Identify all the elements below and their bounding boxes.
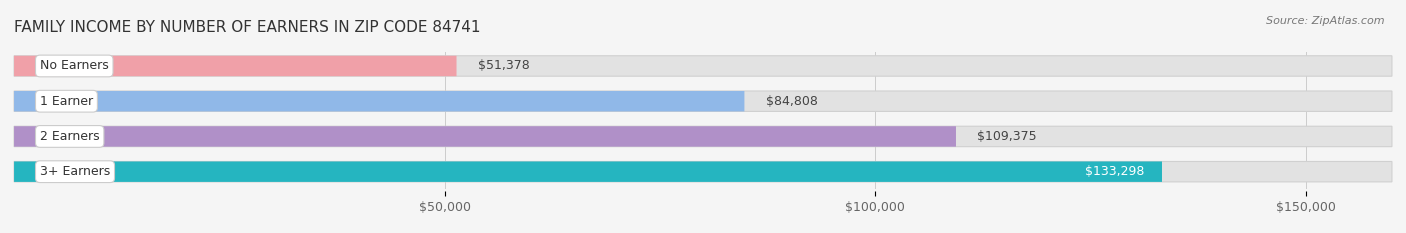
Text: Source: ZipAtlas.com: Source: ZipAtlas.com bbox=[1267, 16, 1385, 26]
FancyBboxPatch shape bbox=[14, 56, 457, 76]
FancyBboxPatch shape bbox=[14, 161, 1161, 182]
Text: $133,298: $133,298 bbox=[1085, 165, 1144, 178]
Text: $109,375: $109,375 bbox=[977, 130, 1038, 143]
Text: $84,808: $84,808 bbox=[766, 95, 818, 108]
FancyBboxPatch shape bbox=[14, 91, 744, 111]
FancyBboxPatch shape bbox=[14, 161, 1392, 182]
FancyBboxPatch shape bbox=[14, 56, 1392, 76]
Text: No Earners: No Earners bbox=[39, 59, 108, 72]
FancyBboxPatch shape bbox=[14, 126, 956, 147]
Text: $51,378: $51,378 bbox=[478, 59, 530, 72]
Text: 3+ Earners: 3+ Earners bbox=[39, 165, 110, 178]
FancyBboxPatch shape bbox=[14, 91, 1392, 111]
Text: 1 Earner: 1 Earner bbox=[39, 95, 93, 108]
Text: FAMILY INCOME BY NUMBER OF EARNERS IN ZIP CODE 84741: FAMILY INCOME BY NUMBER OF EARNERS IN ZI… bbox=[14, 20, 481, 35]
FancyBboxPatch shape bbox=[14, 126, 1392, 147]
Text: 2 Earners: 2 Earners bbox=[39, 130, 100, 143]
